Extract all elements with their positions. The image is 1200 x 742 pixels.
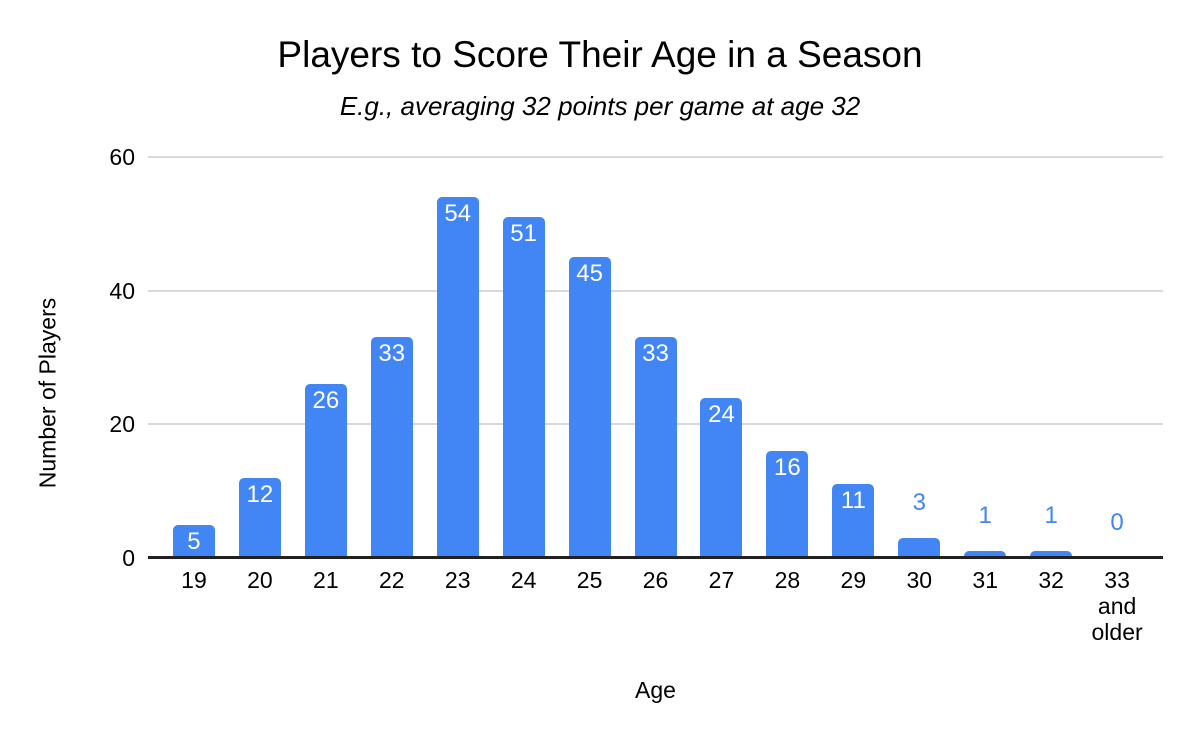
bar-value-label: 16: [774, 454, 801, 481]
x-tick-label: 28: [774, 567, 801, 593]
bar-slot: 33: [623, 150, 689, 558]
bar-value-label: 0: [1110, 509, 1124, 536]
bar-value-label: 12: [246, 481, 274, 508]
bar-slot: 3: [886, 150, 952, 558]
bar-slot: 16: [754, 150, 820, 558]
bar: 16: [766, 451, 809, 558]
bar-slot: 5: [161, 150, 227, 558]
bar-value-label: 33: [378, 340, 406, 367]
bar-value-label: 26: [312, 387, 340, 414]
y-axis-ticks: 0 20 40 60: [0, 145, 135, 570]
bar: 24: [700, 398, 743, 558]
bar: 12: [238, 478, 281, 558]
chart-title: Players to Score Their Age in a Season: [277, 34, 923, 75]
bars-container: 5 12 26 33 54 51 45 33 24 16 11 3 1 1 0: [161, 150, 1150, 558]
bar: 54: [436, 197, 479, 558]
bar-slot: 1: [1018, 150, 1084, 558]
bar-value-label: 24: [708, 401, 735, 428]
bar-value-label: 54: [444, 200, 472, 227]
bar-value-label: 1: [1044, 502, 1058, 529]
bar: 45: [568, 257, 611, 558]
bar-value-label: 11: [840, 487, 866, 514]
bar-slot: 1: [952, 150, 1018, 558]
plot-area: 5 12 26 33 54 51 45 33 24 16 11 3 1 1 0: [148, 150, 1163, 559]
y-tick-label: 0: [122, 545, 135, 571]
bar-value-label: 33: [642, 340, 669, 367]
x-tick-label: 31: [972, 567, 999, 593]
bar: 33: [370, 337, 413, 558]
x-tick-label: 32: [1038, 567, 1064, 593]
bar-slot: 33: [359, 150, 425, 558]
bar-value-label: 5: [187, 528, 201, 555]
y-tick-label: 40: [109, 277, 135, 304]
bar: 11: [832, 484, 875, 558]
bar-slot: 26: [293, 150, 359, 558]
bar: 5: [172, 525, 215, 558]
bar-slot: 11: [820, 150, 886, 558]
bar-value-label: 51: [510, 220, 537, 247]
x-tick-label: 22: [378, 567, 405, 593]
gridline: [148, 289, 1163, 292]
bar-slot: 51: [491, 150, 557, 558]
bar-value-label: 1: [978, 502, 992, 529]
bar: [1030, 551, 1073, 558]
chart-subtitle: E.g., averaging 32 points per game at ag…: [339, 91, 861, 121]
x-tick-label: 21: [313, 567, 339, 593]
bar: 33: [634, 337, 677, 558]
bar-value-label: 45: [576, 260, 603, 287]
bar: 26: [304, 384, 347, 558]
x-tick-label: 25: [576, 567, 603, 593]
x-tick-label: 19: [181, 567, 207, 593]
x-tick-label: 26: [642, 567, 669, 593]
bar: [898, 538, 941, 558]
x-tick-label: 33 and older: [1091, 567, 1143, 645]
x-axis-title: Age: [635, 677, 676, 703]
bar: 51: [502, 217, 545, 558]
x-tick-label: 30: [906, 567, 933, 593]
bar-slot: 0: [1084, 150, 1150, 558]
x-tick-label: 27: [708, 567, 735, 593]
x-tick-label: 24: [510, 567, 537, 593]
bar-slot: 12: [227, 150, 293, 558]
y-tick-label: 60: [109, 144, 135, 170]
x-tick-label: 23: [444, 567, 471, 593]
bar-slot: 24: [689, 150, 755, 558]
y-tick-label: 20: [109, 411, 135, 438]
bar-slot: 45: [557, 150, 623, 558]
x-tick-label: 29: [840, 567, 867, 593]
bar-slot: 54: [425, 150, 491, 558]
x-axis-line: [148, 556, 1163, 559]
gridline: [148, 156, 1163, 158]
bar: [964, 551, 1007, 558]
bar-value-label: 3: [912, 489, 926, 516]
x-axis-ticks: 19 20 21 22 23 24 25 26 27 28 29 30 31 32 33 and older: [161, 567, 1150, 645]
x-tick-label: 20: [247, 567, 273, 593]
